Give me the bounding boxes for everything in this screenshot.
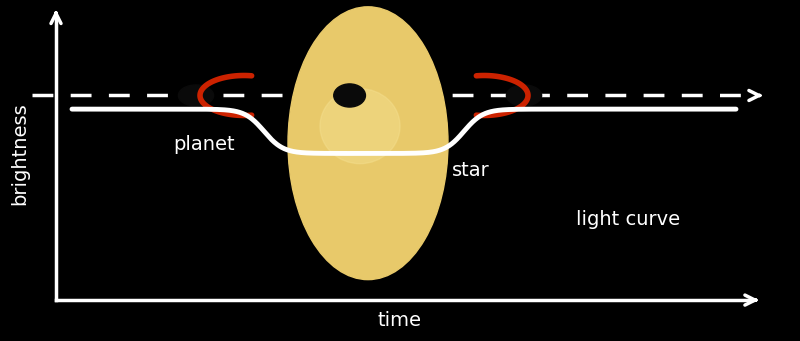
Text: star: star: [452, 161, 490, 180]
Ellipse shape: [320, 89, 400, 164]
Ellipse shape: [288, 7, 448, 280]
Text: planet: planet: [173, 135, 235, 154]
Text: time: time: [378, 311, 422, 330]
Text: brightness: brightness: [10, 102, 30, 205]
Text: light curve: light curve: [576, 210, 680, 229]
Ellipse shape: [506, 85, 542, 106]
Ellipse shape: [178, 85, 214, 106]
Ellipse shape: [334, 84, 366, 107]
